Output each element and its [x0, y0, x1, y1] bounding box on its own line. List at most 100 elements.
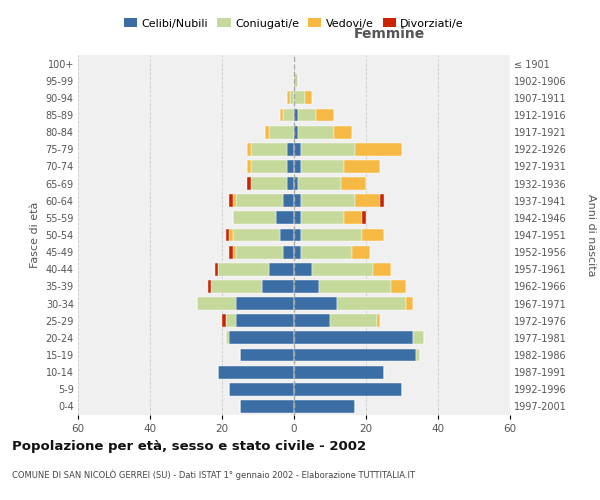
Bar [197, 297, 236, 310]
Bar [287, 160, 294, 173]
Bar [294, 160, 301, 173]
Bar [337, 297, 406, 310]
Bar [247, 143, 251, 156]
Bar [294, 228, 301, 241]
Bar [211, 280, 262, 293]
Bar [344, 212, 362, 224]
Bar [283, 194, 294, 207]
Bar [283, 108, 294, 122]
Bar [298, 126, 334, 138]
Bar [294, 314, 330, 327]
Bar [294, 348, 416, 362]
Bar [416, 348, 420, 362]
Bar [290, 92, 294, 104]
Bar [247, 160, 251, 173]
Bar [298, 108, 316, 122]
Bar [218, 366, 294, 378]
Bar [287, 177, 294, 190]
Bar [301, 160, 344, 173]
Bar [226, 314, 236, 327]
Bar [233, 212, 276, 224]
Bar [287, 92, 290, 104]
Bar [226, 228, 229, 241]
Bar [283, 246, 294, 258]
Bar [406, 297, 413, 310]
Bar [341, 177, 366, 190]
Bar [301, 194, 355, 207]
Bar [301, 228, 362, 241]
Bar [362, 212, 366, 224]
Bar [391, 280, 406, 293]
Bar [251, 143, 287, 156]
Bar [362, 228, 384, 241]
Bar [218, 263, 269, 276]
Bar [287, 143, 294, 156]
Bar [294, 280, 319, 293]
Bar [380, 194, 384, 207]
Y-axis label: Anni di nascita: Anni di nascita [586, 194, 596, 276]
Bar [294, 297, 337, 310]
Bar [305, 92, 312, 104]
Bar [222, 314, 226, 327]
Bar [344, 160, 380, 173]
Y-axis label: Fasce di età: Fasce di età [30, 202, 40, 268]
Bar [229, 383, 294, 396]
Bar [352, 246, 370, 258]
Bar [240, 348, 294, 362]
Bar [229, 246, 233, 258]
Bar [236, 246, 283, 258]
Bar [233, 246, 236, 258]
Bar [301, 212, 344, 224]
Bar [294, 143, 301, 156]
Bar [236, 297, 294, 310]
Bar [355, 143, 402, 156]
Bar [294, 108, 298, 122]
Bar [233, 228, 280, 241]
Bar [294, 400, 355, 413]
Bar [319, 280, 391, 293]
Bar [208, 280, 211, 293]
Bar [298, 177, 341, 190]
Bar [215, 263, 218, 276]
Bar [226, 332, 229, 344]
Bar [276, 212, 294, 224]
Bar [236, 314, 294, 327]
Bar [294, 126, 298, 138]
Bar [294, 194, 301, 207]
Bar [413, 332, 424, 344]
Text: Femmine: Femmine [353, 26, 425, 40]
Bar [301, 246, 352, 258]
Bar [262, 280, 294, 293]
Bar [229, 194, 233, 207]
Bar [294, 177, 298, 190]
Bar [236, 194, 283, 207]
Text: COMUNE DI SAN NICOLÒ GERREI (SU) - Dati ISTAT 1° gennaio 2002 - Elaborazione TUT: COMUNE DI SAN NICOLÒ GERREI (SU) - Dati … [12, 470, 415, 480]
Bar [355, 194, 380, 207]
Bar [294, 383, 402, 396]
Bar [233, 194, 236, 207]
Bar [240, 400, 294, 413]
Bar [294, 212, 301, 224]
Bar [294, 74, 298, 87]
Bar [229, 228, 233, 241]
Bar [280, 108, 283, 122]
Bar [294, 246, 301, 258]
Bar [330, 314, 377, 327]
Bar [294, 366, 384, 378]
Bar [316, 108, 334, 122]
Bar [269, 263, 294, 276]
Bar [312, 263, 373, 276]
Bar [301, 143, 355, 156]
Bar [294, 263, 312, 276]
Bar [251, 160, 287, 173]
Text: Popolazione per età, sesso e stato civile - 2002: Popolazione per età, sesso e stato civil… [12, 440, 366, 453]
Bar [294, 332, 413, 344]
Bar [280, 228, 294, 241]
Bar [373, 263, 391, 276]
Bar [294, 92, 305, 104]
Bar [265, 126, 269, 138]
Bar [247, 177, 251, 190]
Bar [377, 314, 380, 327]
Bar [251, 177, 287, 190]
Bar [229, 332, 294, 344]
